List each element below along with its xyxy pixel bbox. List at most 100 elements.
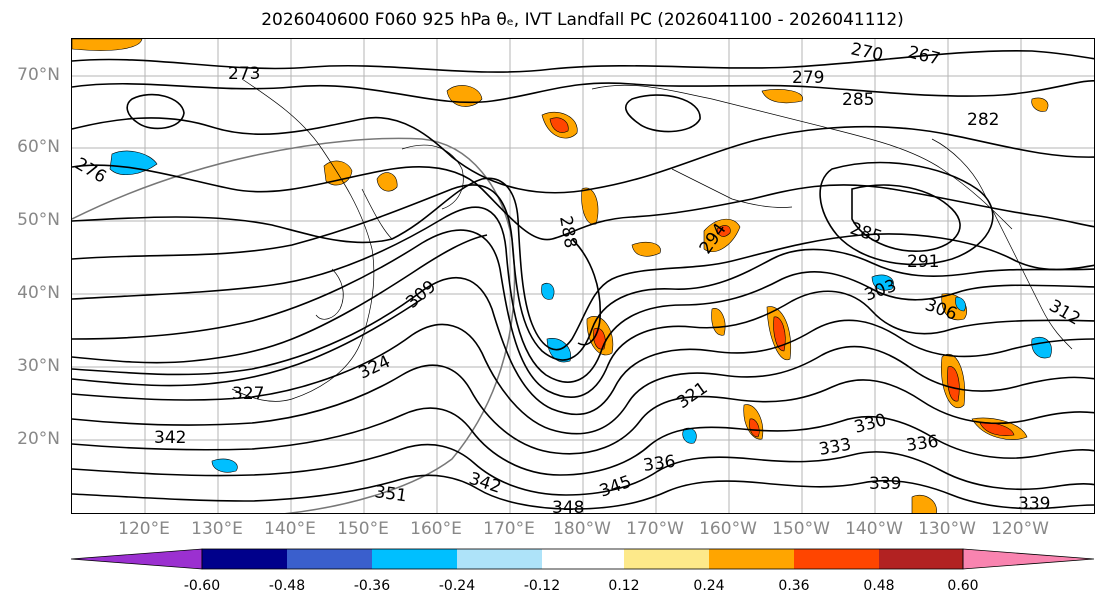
ivt-shading — [72, 39, 1052, 513]
coastline — [401, 144, 464, 210]
map-panel[interactable]: 273 276 270 267 279 285 282 288 285 291 … — [71, 38, 1095, 514]
lon-label-130w: 130°W — [918, 519, 976, 539]
contour-label: 276 — [72, 154, 110, 188]
contour-label: 285 — [847, 219, 884, 248]
contour-label: 330 — [852, 410, 889, 438]
shade-blob — [871, 274, 894, 291]
contour-label: 303 — [862, 276, 899, 306]
colorbar-frame — [201, 548, 964, 570]
colorbar-extend-high — [962, 548, 1095, 570]
shade-blob — [773, 316, 786, 352]
contour-label: 339 — [869, 474, 901, 494]
shade-blob — [549, 117, 569, 133]
contour-line — [72, 164, 1094, 241]
contour-line — [72, 298, 423, 387]
landfall-domain-outline — [72, 137, 516, 513]
lon-label-130e: 130°E — [191, 519, 243, 539]
shade-blob — [1031, 337, 1052, 359]
coastline — [315, 268, 344, 320]
colorbar-tick: 0.12 — [608, 578, 640, 594]
contour-line — [819, 161, 994, 266]
shade-blob — [682, 427, 697, 444]
coastline — [361, 188, 393, 240]
contour-line — [72, 184, 1094, 361]
colorbar-extend-low — [71, 548, 203, 570]
colorbar-tick: 0.24 — [693, 578, 725, 594]
contour-line — [72, 229, 1094, 399]
shade-blob — [749, 418, 760, 438]
contour-labels: 273 276 270 267 279 285 282 288 285 291 … — [72, 39, 1084, 514]
colorbar-tick: -0.12 — [523, 578, 561, 594]
contour-label: 342 — [466, 469, 503, 498]
contour-label: 279 — [792, 68, 824, 88]
contour-label: 321 — [673, 378, 711, 413]
lon-label-150e: 150°E — [337, 519, 389, 539]
coastlines — [231, 78, 1073, 402]
contour-line — [625, 94, 701, 133]
coastline — [931, 138, 1073, 350]
contour-line — [126, 93, 185, 130]
shade-blob — [581, 187, 599, 225]
lat-label-60n: 60°N — [17, 137, 60, 157]
lon-label-150w: 150°W — [772, 519, 830, 539]
shade-blob — [1031, 97, 1049, 112]
contour-label: 351 — [373, 482, 408, 506]
lon-label-120w: 120°W — [991, 519, 1049, 539]
contour-label: 336 — [642, 452, 677, 476]
contour-line — [571, 238, 602, 346]
colorbar-bin — [624, 549, 709, 569]
shade-blob — [631, 241, 661, 257]
colorbar-tick: -0.24 — [438, 578, 476, 594]
contour-line — [72, 79, 1094, 104]
shade-blob — [955, 296, 966, 312]
theta-e-contours — [72, 50, 1094, 510]
map-svg: 273 276 270 267 279 285 282 288 285 291 … — [72, 39, 1094, 514]
lat-label-40n: 40°N — [17, 283, 60, 303]
shade-blob — [541, 282, 555, 300]
colorbar-tick: 0.60 — [947, 578, 979, 594]
shade-blob — [376, 172, 398, 192]
contour-label: 324 — [356, 352, 394, 384]
contour-label: 291 — [907, 252, 939, 272]
coastline — [671, 168, 793, 208]
lon-label-180w: 180°W — [553, 519, 611, 539]
shade-blob — [109, 150, 158, 176]
colorbar — [71, 548, 1095, 570]
lat-label-70n: 70°N — [17, 65, 60, 85]
shade-blob — [761, 89, 803, 104]
contour-line — [72, 323, 1094, 435]
contour-label: 267 — [906, 42, 942, 69]
map-title: 2026040600 F060 925 hPa θₑ, IVT Landfall… — [261, 10, 904, 30]
contour-line — [72, 474, 1094, 510]
lon-label-140e: 140°E — [264, 519, 316, 539]
contour-line — [72, 407, 1094, 476]
lon-label-120e: 120°E — [118, 519, 170, 539]
colorbar-tick: -0.48 — [268, 578, 306, 594]
shade-blob — [711, 308, 726, 336]
lon-label-170e: 170°E — [483, 519, 535, 539]
contour-label: 282 — [967, 110, 999, 130]
shade-blob — [72, 39, 143, 51]
colorbar-bin — [879, 549, 963, 569]
colorbar-tick: -0.60 — [183, 578, 221, 594]
contour-label: 339 — [1018, 494, 1050, 514]
contour-label: 273 — [228, 64, 260, 84]
colorbar-bin — [794, 549, 879, 569]
colorbar-bin — [287, 549, 372, 569]
lon-label-170w: 170°W — [626, 519, 684, 539]
lon-label-140w: 140°W — [845, 519, 903, 539]
colorbar-bin — [542, 549, 624, 569]
contour-line — [72, 276, 1094, 416]
lon-label-160e: 160°E — [410, 519, 462, 539]
lat-label-50n: 50°N — [17, 210, 60, 230]
contour-line — [72, 206, 1094, 383]
coastline — [591, 84, 1013, 230]
colorbar-tick: 0.48 — [863, 578, 895, 594]
shade-blob — [947, 366, 960, 402]
contour-line — [72, 116, 1094, 194]
contour-line — [72, 443, 1094, 496]
contour-label: 342 — [154, 428, 186, 448]
lat-label-30n: 30°N — [17, 356, 60, 376]
colorbar-tick: 0.36 — [778, 578, 810, 594]
shade-blob — [716, 225, 731, 237]
